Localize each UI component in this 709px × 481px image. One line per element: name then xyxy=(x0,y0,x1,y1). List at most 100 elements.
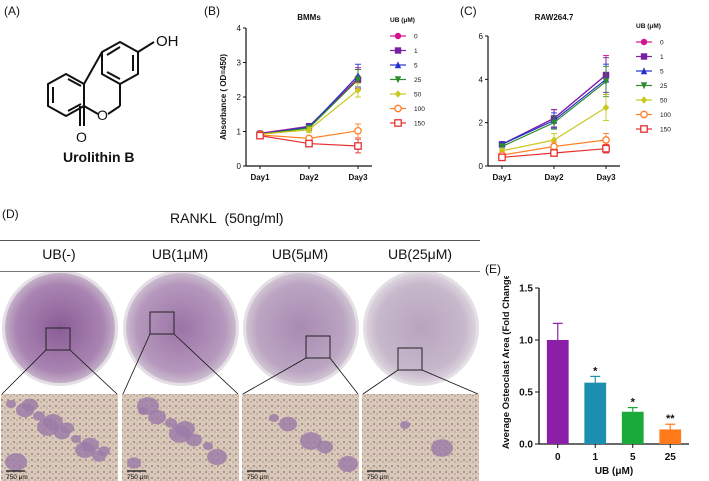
zoom-region-box xyxy=(397,347,423,371)
legend-item-100: 100 xyxy=(636,110,671,119)
osteoclast-cell xyxy=(22,398,38,412)
y-tick-label: 0.5 xyxy=(519,388,533,399)
data-point-100-day2 xyxy=(550,142,558,151)
legend-label: 25 xyxy=(660,83,668,90)
culture-dish-ub xyxy=(1,272,118,395)
scale-bar-label: 750 μm xyxy=(6,474,28,481)
data-point-150-day3 xyxy=(354,142,362,150)
chart-title: RAW264.7 xyxy=(535,13,574,22)
zoom-connector xyxy=(421,369,479,395)
micrograph-ub-1-m: 750 μm xyxy=(122,394,239,481)
data-point-50-day3 xyxy=(354,86,362,94)
chart-raw264-7: RAW264.7 0 2 4 6 Day1 Day2 Day3 UB (μM) 0 1 5 25 50 10… xyxy=(479,13,672,182)
ring-oxygen-label: O xyxy=(97,107,108,123)
chart-bmms: BMMs 0 1 2 3 4 Day1 Day2 Day3 Absorbance ( OD=450… xyxy=(219,13,425,182)
osteoclast-cell xyxy=(127,457,141,469)
legend-item-50: 50 xyxy=(636,96,668,105)
culture-dish-ub-5-m xyxy=(242,272,359,395)
molecule-name: Urolithin B xyxy=(63,149,135,162)
data-point-150-day2 xyxy=(550,149,558,157)
legend-item-100: 100 xyxy=(390,104,425,113)
legend-marker xyxy=(640,38,648,46)
panel-label-d: (D) xyxy=(2,207,19,221)
series-150 xyxy=(256,131,362,154)
y-tick-label: 4 xyxy=(479,75,484,84)
zoom-region-box xyxy=(149,311,175,335)
micrograph-field xyxy=(362,394,479,481)
panel-label-a: (A) xyxy=(4,4,20,18)
zoom-connector xyxy=(1,349,47,395)
osteoclast-cell xyxy=(33,411,45,421)
significance-marker: ** xyxy=(666,413,675,425)
trap-staining-panel: 750 μm 750 μm 750 μm 750 μm xyxy=(1,272,479,481)
legend-marker xyxy=(640,110,648,119)
legend-label: 1 xyxy=(660,54,664,61)
micrograph-ub: 750 μm xyxy=(1,394,118,481)
bar-group-5: * xyxy=(621,397,644,448)
osteoclast-cell xyxy=(317,440,333,454)
legend-label: 100 xyxy=(660,112,671,119)
y-tick-label: 2 xyxy=(237,93,242,102)
legend-marker xyxy=(394,76,402,84)
osteoclast-cell xyxy=(165,418,177,428)
y-tick-label: 2 xyxy=(479,119,484,128)
legend-marker xyxy=(394,61,402,69)
osteoclast-cell xyxy=(279,416,297,432)
data-point-50-day2 xyxy=(550,136,558,144)
data-point-100-day3 xyxy=(354,126,362,135)
data-point-50-day2 xyxy=(305,126,313,134)
legend-item-0: 0 xyxy=(390,32,418,41)
data-point-25-day1 xyxy=(498,143,506,151)
y-axis-label: Absorbance ( OD=450) xyxy=(219,54,228,140)
osteoclast-cell xyxy=(60,422,74,434)
chart-osteoclast-area: 0.0 0.5 1.0 1.5 0 * 1 * 5 ** 25 UB (μM) Average Oste… xyxy=(501,276,689,477)
legend-marker xyxy=(640,82,648,90)
osteoclast-cell xyxy=(43,414,63,430)
legend-item-5: 5 xyxy=(390,61,418,70)
legend-label: 100 xyxy=(414,106,425,113)
y-tick-label: 1.5 xyxy=(519,284,533,295)
legend-item-5: 5 xyxy=(636,67,664,76)
micrograph-ub-5-m: 750 μm xyxy=(242,394,359,481)
dish-well xyxy=(366,273,476,383)
y-axis-label: Average Osteoclast Area (Fold Change) xyxy=(501,276,512,449)
data-point-50-day1 xyxy=(498,147,506,155)
bar-1 xyxy=(584,382,607,444)
bar-group-1: * xyxy=(584,365,607,448)
y-tick-label: 0 xyxy=(479,162,484,171)
osteoclast-cell xyxy=(431,439,453,457)
legend-item-25: 25 xyxy=(636,82,668,90)
osteoclast-cell xyxy=(71,435,81,443)
dish-well xyxy=(246,273,356,383)
condition-label-ub5: UB(5μM) xyxy=(271,246,329,262)
legend-label: 150 xyxy=(660,127,671,134)
legend-label: 25 xyxy=(414,77,422,84)
data-point-50-day3 xyxy=(602,103,610,112)
osteoclast-cell xyxy=(400,421,410,429)
legend-label: 150 xyxy=(414,121,425,128)
panel-label-b: (B) xyxy=(204,4,220,18)
legend-label: 0 xyxy=(414,34,418,41)
legend-marker xyxy=(640,53,648,60)
legend-label: 1 xyxy=(414,48,418,55)
series-25 xyxy=(498,65,610,151)
x-tick-label-0: 0 xyxy=(555,452,561,463)
data-point-25-day3 xyxy=(354,76,362,84)
legend-item-150: 150 xyxy=(390,119,425,128)
data-point-150-day2 xyxy=(305,139,313,148)
zoom-connector xyxy=(69,349,118,395)
condition-label-ub0: UB(-) xyxy=(42,246,76,262)
x-tick-label-day3: Day3 xyxy=(596,173,616,182)
y-tick-label: 4 xyxy=(237,24,242,33)
legend-label: 5 xyxy=(414,63,418,70)
data-point-150-day1 xyxy=(256,131,264,140)
bar-group-0 xyxy=(546,322,569,448)
legend-label: 0 xyxy=(660,40,664,47)
legend-marker xyxy=(394,104,402,113)
condition-label-ub1: UB(1μM) xyxy=(151,246,209,262)
osteoclast-cell xyxy=(207,449,227,465)
series-150 xyxy=(498,143,610,162)
legend-marker xyxy=(394,32,402,40)
x-tick-label-25: 25 xyxy=(665,452,677,463)
rankl-divider xyxy=(0,240,480,241)
